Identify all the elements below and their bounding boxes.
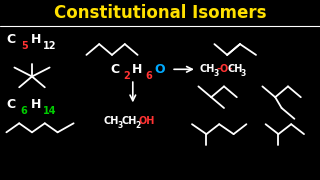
Text: 3: 3 [213, 69, 219, 78]
Text: C: C [6, 98, 16, 111]
Text: 3: 3 [118, 122, 123, 130]
Text: OH: OH [138, 116, 155, 127]
Text: C: C [110, 63, 120, 76]
Text: 5: 5 [21, 41, 28, 51]
Text: 14: 14 [43, 106, 56, 116]
Text: 3: 3 [241, 69, 246, 78]
Text: CH: CH [200, 64, 215, 74]
Text: O: O [154, 63, 165, 76]
Text: Constitutional Isomers: Constitutional Isomers [54, 4, 266, 22]
Text: 6: 6 [145, 71, 152, 81]
Text: 2: 2 [123, 71, 130, 81]
Text: H: H [132, 63, 142, 76]
Text: CH: CH [104, 116, 119, 127]
Text: CH: CH [227, 64, 243, 74]
Text: H: H [30, 33, 41, 46]
Text: 6: 6 [21, 106, 28, 116]
Text: CH: CH [122, 116, 137, 127]
Text: -O-: -O- [217, 64, 233, 74]
Text: 2: 2 [135, 122, 140, 130]
Text: C: C [6, 33, 16, 46]
Text: 12: 12 [43, 41, 56, 51]
Text: H: H [30, 98, 41, 111]
